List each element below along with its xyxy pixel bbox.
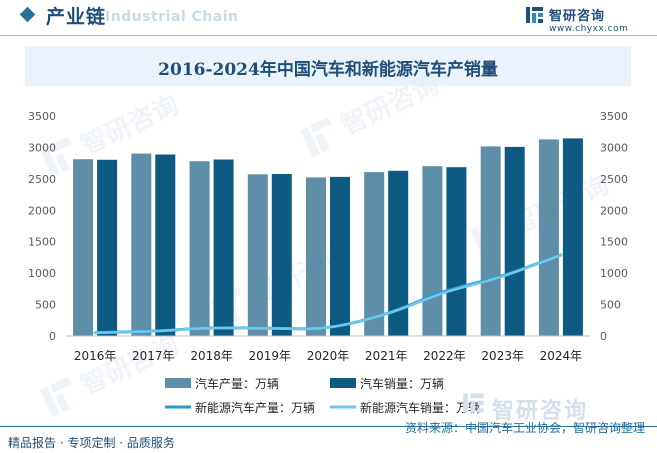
x-tick-label: 2021年 — [365, 349, 408, 363]
bar-car-production — [189, 161, 210, 336]
legend-swatch — [330, 378, 356, 388]
svg-text:智研咨询: 智研咨询 — [76, 329, 183, 401]
y-tick-label-right: 500 — [600, 299, 621, 312]
y-tick-label-left: 0 — [49, 330, 56, 343]
footer-divider — [0, 426, 657, 427]
bar-car-sales — [330, 176, 350, 336]
bar-car-sales — [504, 146, 525, 336]
bar-car-production — [73, 159, 94, 336]
bar-layer — [73, 138, 583, 336]
watermark-text: 智研咨询 — [492, 399, 589, 424]
y-tick-label-right: 3500 — [600, 110, 628, 123]
axis-layer: 0 0 500 500 1000 1000 1500 1500 2000 2000 2500 2500… — [28, 110, 628, 363]
bar-car-sales — [562, 138, 583, 336]
chart-title: 2016-2024年中国汽车和新能源汽车产销量 — [158, 60, 498, 80]
legend-swatch — [165, 378, 191, 388]
bar-car-sales — [155, 154, 176, 336]
svg-text:智研咨询: 智研咨询 — [76, 89, 183, 161]
svg-text:智研咨询: 智研咨询 — [336, 69, 443, 141]
line-nev-sales — [93, 253, 563, 335]
y-tick-label-left: 1500 — [28, 236, 56, 249]
footer-tagline: 精品报告 · 专项定制 · 品质服务 — [8, 436, 175, 450]
header: Industrial Chain 产业链 智研咨询 www.chyxx.com — [0, 0, 657, 34]
y-tick-label-left: 2000 — [28, 204, 56, 217]
bar-car-production — [364, 172, 385, 336]
bar-car-sales — [213, 159, 234, 336]
y-tick-label-right: 2500 — [600, 173, 628, 186]
logo-url: www.chyxx.com — [549, 24, 629, 34]
logo-name: 智研咨询 — [549, 9, 606, 24]
y-tick-label-left: 2500 — [28, 173, 56, 186]
bar-car-production — [306, 177, 326, 336]
y-tick-label-right: 1500 — [600, 236, 628, 249]
x-tick-label: 2023年 — [481, 349, 524, 363]
chart-title-band: 2016-2024年中国汽车和新能源汽车产销量 — [25, 46, 631, 86]
x-tick-label: 2024年 — [540, 349, 583, 363]
legend-label: 新能源汽车产量：万辆 — [195, 400, 315, 415]
bar-car-production — [480, 146, 501, 336]
watermark-logo-icon: 智研咨询 — [300, 69, 444, 158]
y-tick-label-left: 500 — [35, 299, 56, 312]
line-layer — [93, 253, 563, 335]
y-tick-label-right: 3000 — [600, 141, 628, 154]
watermark-logo-icon: 智研咨询 — [40, 329, 184, 418]
watermark-logo-icon — [463, 393, 484, 413]
bar-car-production — [131, 153, 152, 336]
logo: 智研咨询 www.chyxx.com — [525, 5, 645, 35]
bar-car-sales — [271, 174, 292, 336]
section-title: 产业链 — [46, 6, 107, 28]
y-tick-label-right: 0 — [600, 330, 607, 343]
x-tick-label: 2018年 — [190, 349, 233, 363]
section-ghost-text: Industrial Chain — [105, 9, 239, 25]
y-tick-label-left: 3000 — [28, 141, 56, 154]
bar-car-production — [247, 174, 268, 336]
x-tick-label: 2022年 — [423, 349, 466, 363]
legend-label: 新能源汽车销量：万辆 — [360, 400, 480, 415]
bar-car-sales — [97, 159, 118, 336]
legend-label: 汽车产量：万辆 — [195, 376, 279, 391]
bar-car-production — [422, 166, 443, 336]
bar-car-sales — [388, 170, 409, 336]
header-divider — [0, 35, 657, 36]
bar-car-production — [538, 139, 559, 336]
x-tick-label: 2019年 — [249, 349, 292, 363]
data-source: 资料来源：中国汽车工业协会，智研咨询整理 — [404, 421, 645, 435]
y-tick-label-right: 2000 — [600, 204, 628, 217]
y-tick-label-right: 1000 — [600, 267, 628, 280]
x-tick-label: 2020年 — [307, 349, 350, 363]
x-tick-label: 2017年 — [132, 349, 175, 363]
x-tick-label: 2016年 — [74, 349, 117, 363]
bar-car-sales — [446, 167, 467, 336]
chyxx-logo-icon — [526, 7, 543, 23]
y-tick-label-left: 1000 — [28, 267, 56, 280]
legend-label: 汽车销量：万辆 — [360, 376, 444, 391]
y-tick-label-left: 3500 — [28, 110, 56, 123]
